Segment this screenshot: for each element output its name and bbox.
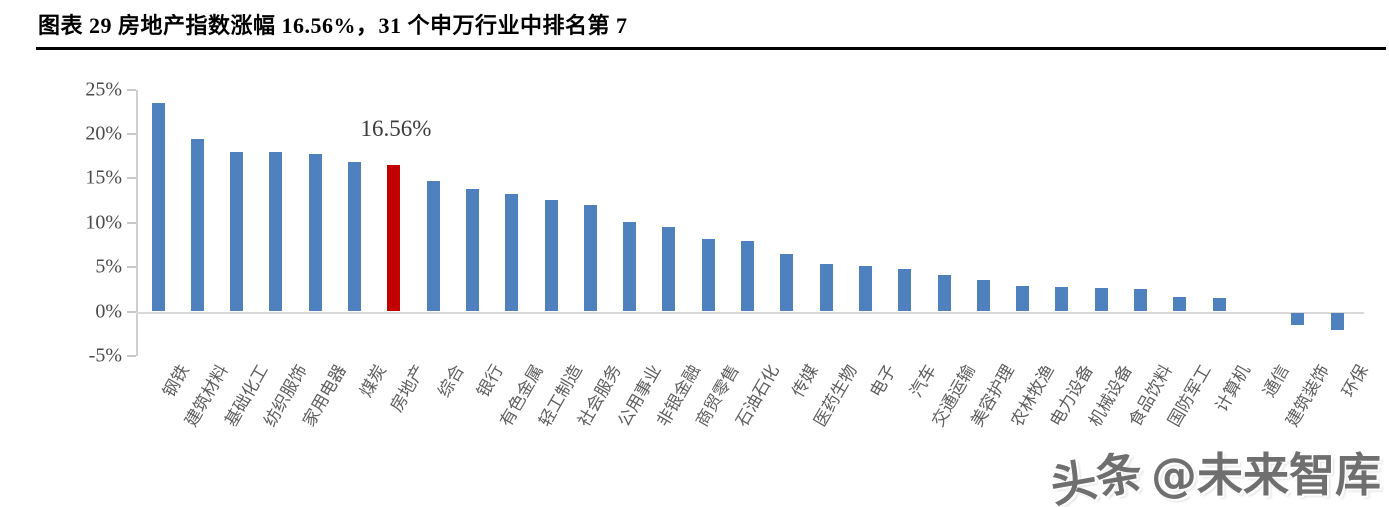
x-axis-category-label: 传媒 [788,361,823,401]
y-axis-tick-label: 25% [85,78,122,101]
chart-bar [662,227,676,312]
y-axis-tick-label: -5% [88,344,122,367]
chart-bar [1173,297,1187,312]
x-axis-category-label: 计算机 [1211,361,1255,416]
chart-bar [348,162,361,312]
x-axis-category-label: 环保 [1338,361,1373,401]
chart-bar [1212,298,1226,312]
y-axis-tick-mark [127,354,136,357]
chart-bar [701,238,715,312]
chart-bar [308,153,322,312]
zero-gridline [136,311,1364,314]
x-axis-category-label: 汽车 [906,361,941,401]
chart-bar [230,151,244,312]
y-axis-tick-label: 5% [95,255,122,278]
x-axis-category-label: 综合 [434,361,469,401]
chart-bar [505,193,519,312]
highlight-value-annotation: 16.56% [360,116,432,141]
chart-bar-highlight [387,164,401,312]
y-axis-tick-mark [127,266,136,269]
chart-title: 图表 29 房地产指数涨幅 16.56%，31 个申万行业中排名第 7 [38,13,628,38]
chart-bar [269,151,283,312]
y-axis-tick-mark [127,221,136,224]
chart-bar [741,241,754,312]
watermark-brand: 头条 [1046,444,1147,507]
chart-bar [858,266,872,312]
chart-bar [1134,289,1147,312]
title-underline [36,47,1386,50]
chart-bar [898,268,912,312]
chart-bar [190,138,204,312]
y-axis-tick-label: 10% [85,211,122,234]
watermark-handle: @未来智库 [1151,448,1381,502]
chart-bar [1094,288,1108,312]
y-axis-tick-mark [127,310,136,313]
chart-bar [1016,285,1030,312]
y-axis-tick-label: 20% [85,122,122,145]
y-axis-tick-label: 15% [85,166,122,189]
x-axis-category-label: 电子 [866,361,902,401]
chart-bar [623,221,637,312]
chart-bar [583,205,597,312]
y-axis-line [136,89,138,356]
chart-bar [1291,312,1305,325]
y-axis-tick-label: 0% [95,300,122,322]
y-axis-tick-mark [127,177,136,180]
y-axis-tick-mark [127,133,136,136]
chart-bar [976,279,990,312]
chart-bar [819,263,833,312]
chart-bar [937,275,951,312]
x-axis-category-label: 钢铁 [159,361,194,401]
chart-bar [1330,312,1344,331]
x-axis-category-label: 煤炭 [355,361,391,401]
chart-bar [151,103,165,312]
x-axis-category-label: 银行 [473,361,509,401]
x-axis-category-label: 通信 [1259,361,1295,401]
chart-bar [1055,286,1069,312]
chart-bar [780,253,794,312]
y-axis-tick-mark [127,88,136,91]
x-axis-category-label: 房地产 [386,361,430,416]
chart-bar [465,189,479,312]
chart-bar [426,181,440,312]
chart-bar [544,199,558,312]
watermark: 头条 @未来智库 [1046,439,1381,507]
